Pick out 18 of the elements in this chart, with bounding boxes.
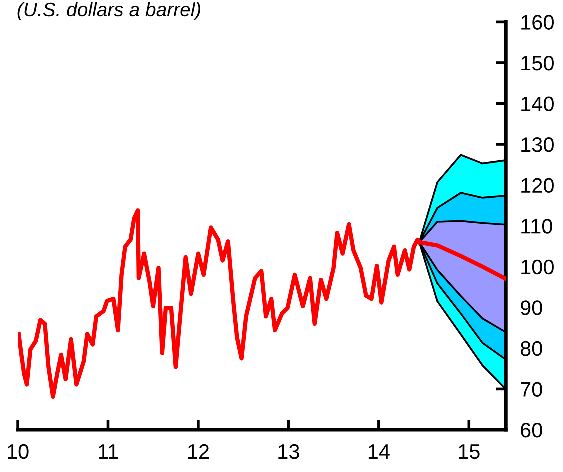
x-tick-label: 13 [278,444,300,460]
y-tick-label: 150 [522,56,554,71]
x-tick-label: 14 [368,444,390,459]
y-tick-label: 70 [521,382,542,397]
x-tick-label: 10 [8,444,29,460]
y-tick-label: 110 [522,219,552,234]
y-tick-label: 120 [522,178,554,194]
y-tick-label: 140 [522,96,554,112]
y-tick-label: 80 [520,341,542,356]
y-tick-label: 130 [522,138,554,152]
chart-subtitle: (U.S. dollars a barrel) [18,2,201,20]
y-tick-label: 160 [522,15,554,30]
y-tick-label: 100 [522,260,554,275]
y-tick-label: 90 [521,300,542,316]
x-tick-label: 11 [99,444,118,459]
x-tick-label: 15 [459,444,480,460]
y-tick-label: 60 [521,422,542,438]
x-tick-label: 12 [188,444,210,459]
